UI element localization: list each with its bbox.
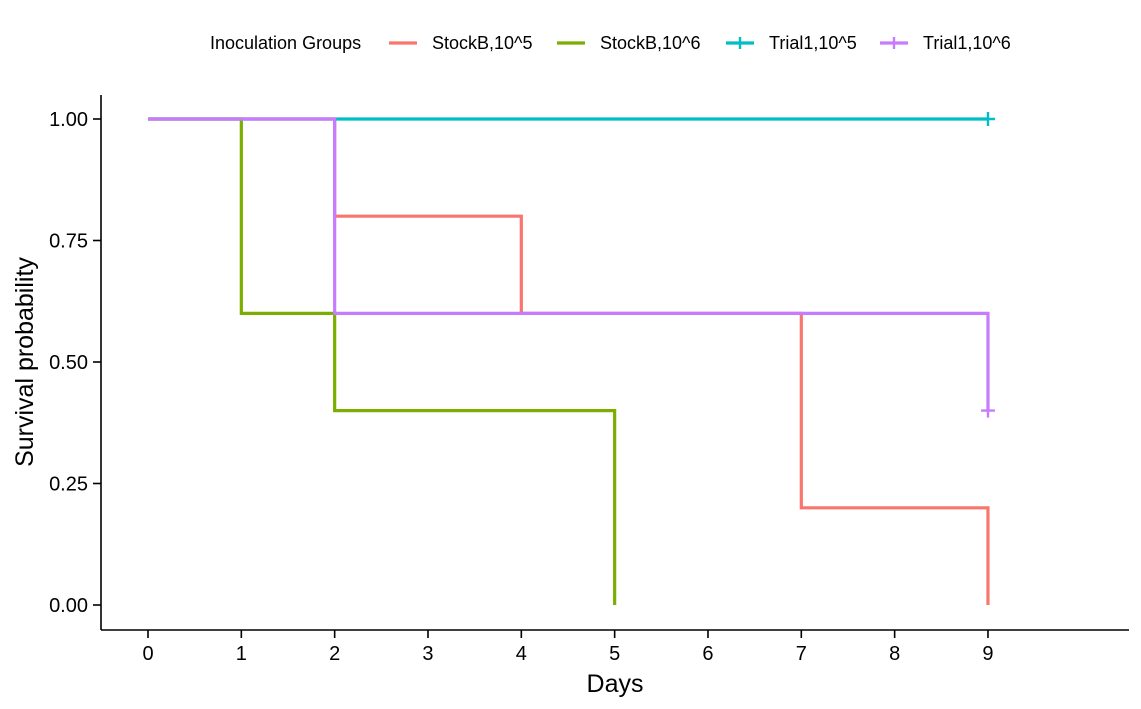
y-tick-label: 0.75 bbox=[49, 231, 88, 253]
x-tick-label: 3 bbox=[422, 643, 433, 665]
survival-curve bbox=[148, 117, 990, 605]
legend-title: Inoculation Groups bbox=[210, 33, 361, 53]
survival-curve bbox=[148, 117, 617, 605]
y-tick-label: 0.50 bbox=[49, 352, 88, 374]
y-ticks: 0.00 0.25 0.50 0.75 1.00 bbox=[49, 109, 101, 617]
x-tick-label: 8 bbox=[889, 643, 900, 665]
y-tick-label: 0.00 bbox=[49, 595, 88, 617]
x-tick-label: 4 bbox=[516, 643, 527, 665]
x-tick-label: 1 bbox=[236, 643, 247, 665]
legend-censor-mark bbox=[888, 37, 900, 49]
series-0 bbox=[148, 117, 990, 605]
censor-mark bbox=[980, 112, 995, 126]
x-tick-label: 0 bbox=[142, 643, 153, 665]
legend-label: Trial1,10^5 bbox=[769, 33, 857, 53]
legend-item: StockB,10^6 bbox=[557, 33, 701, 53]
legend-label: StockB,10^5 bbox=[432, 33, 533, 53]
x-tick-label: 7 bbox=[796, 643, 807, 665]
survival-curve bbox=[148, 117, 990, 411]
x-tick-label: 9 bbox=[982, 643, 993, 665]
y-axis-title: Survival probability bbox=[11, 257, 39, 467]
x-tick-label: 5 bbox=[609, 643, 620, 665]
series-3 bbox=[148, 117, 995, 418]
axes: 0 1 2 3 4 5 6 7 8 9 0.00 0.25 0.50 0.75 1.00 bbox=[49, 95, 1129, 665]
censor-mark bbox=[980, 403, 995, 418]
legend-label: Trial1,10^6 bbox=[923, 33, 1011, 53]
x-ticks: 0 1 2 3 4 5 6 7 8 9 bbox=[142, 630, 994, 665]
y-tick-label: 1.00 bbox=[49, 109, 88, 131]
legend: Inoculation Groups StockB,10^5 StockB,10^… bbox=[210, 33, 1011, 53]
series-layer bbox=[148, 112, 995, 605]
x-axis-title: Days bbox=[587, 670, 644, 698]
legend-label: StockB,10^6 bbox=[600, 33, 701, 53]
legend-item: StockB,10^5 bbox=[389, 33, 533, 53]
legend-censor-mark bbox=[734, 37, 746, 49]
legend-items: StockB,10^5 StockB,10^6 Trial1,10^5 Trial1,… bbox=[389, 33, 1011, 53]
y-tick-label: 0.25 bbox=[49, 474, 88, 496]
legend-item: Trial1,10^5 bbox=[726, 33, 857, 53]
legend-item: Trial1,10^6 bbox=[880, 33, 1011, 53]
x-tick-label: 6 bbox=[702, 643, 713, 665]
x-tick-label: 2 bbox=[329, 643, 340, 665]
series-1 bbox=[148, 117, 617, 605]
